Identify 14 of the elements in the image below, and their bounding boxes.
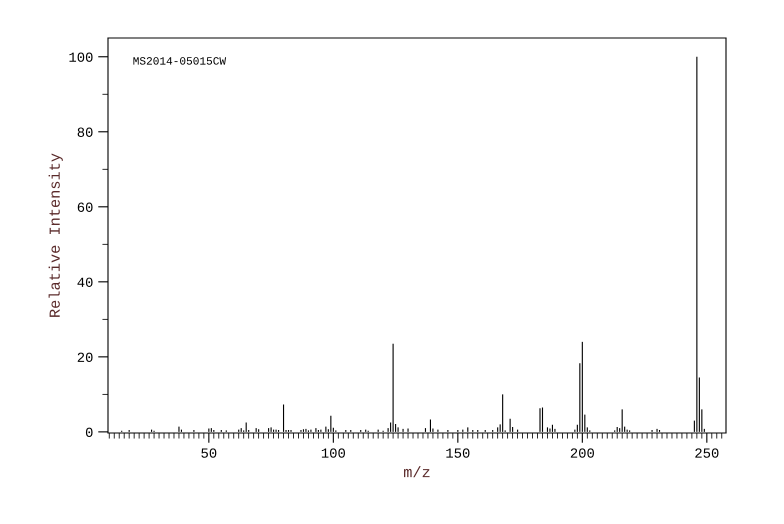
y-tick-label: 100 bbox=[69, 52, 93, 62]
x-axis-title: m/z bbox=[404, 466, 430, 478]
y-tick-label: 20 bbox=[78, 352, 93, 362]
x-tick-label: 250 bbox=[695, 448, 718, 458]
y-axis-title: Relative Intensity bbox=[48, 154, 63, 317]
x-tick-label: 200 bbox=[570, 448, 594, 458]
y-tick-label: 40 bbox=[77, 278, 93, 287]
y-tick-label: 60 bbox=[78, 202, 93, 212]
y-tick-label: 0 bbox=[86, 428, 93, 438]
annotation: MS2014-05015CW bbox=[133, 57, 226, 65]
x-tick-label: 100 bbox=[322, 448, 345, 458]
x-tick-label: 50 bbox=[201, 448, 216, 458]
y-tick-label: 80 bbox=[78, 128, 93, 137]
x-tick-label: 150 bbox=[446, 448, 470, 458]
